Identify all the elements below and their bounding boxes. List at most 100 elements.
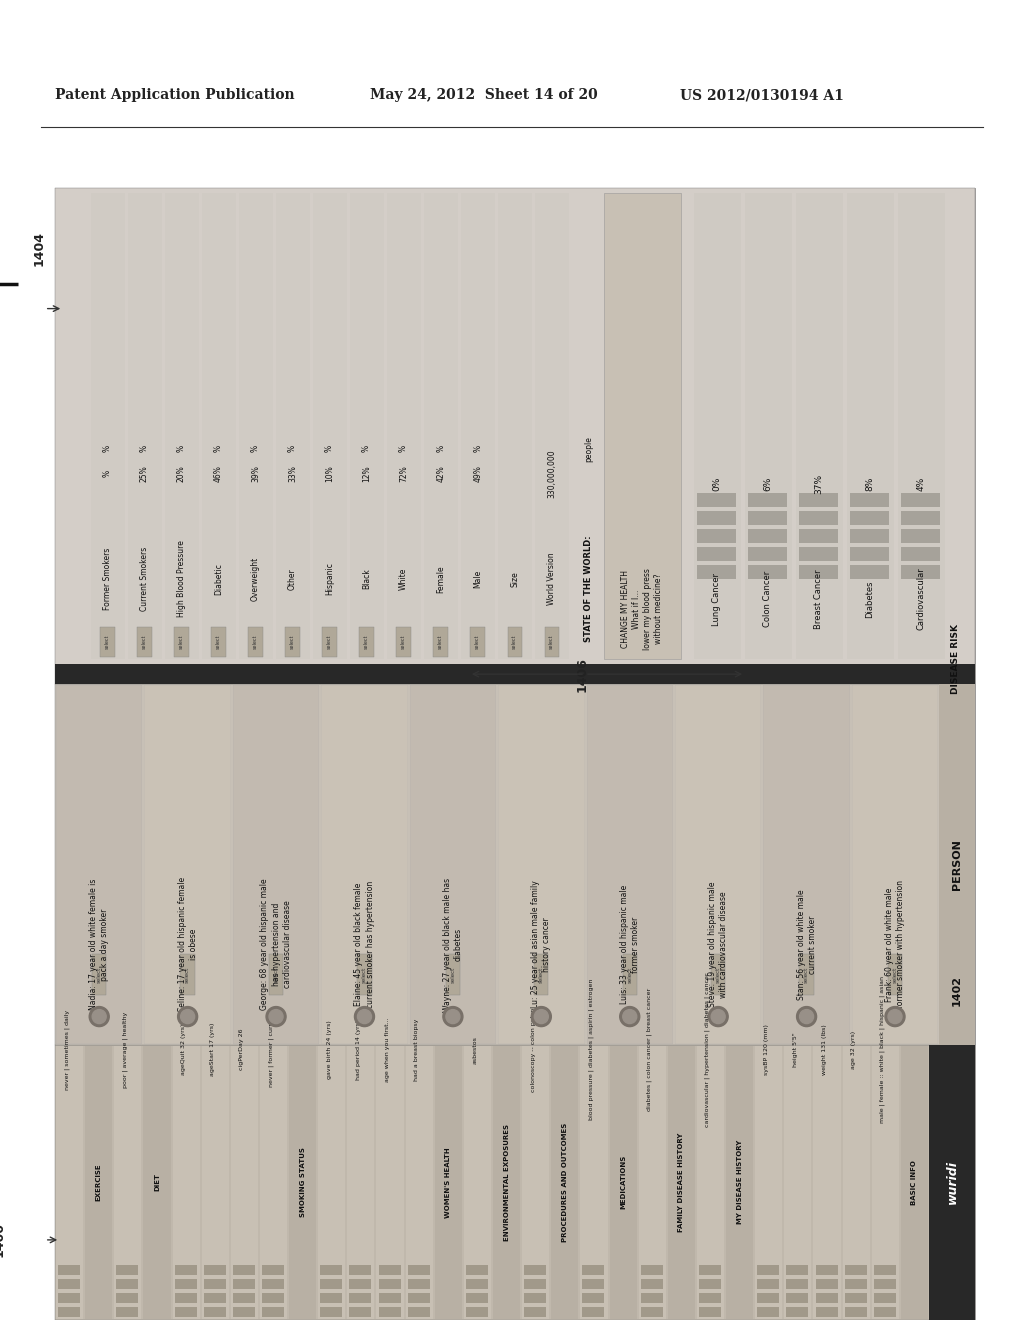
Text: SMOKING STATUS: SMOKING STATUS bbox=[300, 1147, 305, 1217]
FancyBboxPatch shape bbox=[726, 1045, 754, 1319]
FancyBboxPatch shape bbox=[232, 685, 319, 1044]
FancyBboxPatch shape bbox=[461, 194, 496, 659]
FancyBboxPatch shape bbox=[276, 194, 310, 659]
FancyBboxPatch shape bbox=[202, 1045, 228, 1319]
FancyBboxPatch shape bbox=[524, 1294, 546, 1303]
Text: %: % bbox=[325, 445, 334, 453]
Text: select: select bbox=[361, 966, 367, 982]
Text: select: select bbox=[893, 966, 897, 982]
Text: PERSON: PERSON bbox=[952, 840, 963, 890]
Text: BASIC INFO: BASIC INFO bbox=[911, 1160, 918, 1205]
FancyBboxPatch shape bbox=[581, 1045, 607, 1319]
FancyBboxPatch shape bbox=[850, 529, 889, 543]
Text: Female: Female bbox=[436, 565, 445, 593]
FancyBboxPatch shape bbox=[204, 1307, 225, 1317]
FancyBboxPatch shape bbox=[639, 1045, 666, 1319]
Text: %: % bbox=[473, 445, 482, 453]
FancyBboxPatch shape bbox=[815, 1265, 838, 1275]
FancyBboxPatch shape bbox=[323, 627, 337, 657]
FancyBboxPatch shape bbox=[321, 1279, 342, 1288]
FancyBboxPatch shape bbox=[623, 954, 637, 994]
FancyBboxPatch shape bbox=[845, 1265, 866, 1275]
FancyBboxPatch shape bbox=[508, 627, 522, 657]
Text: %: % bbox=[103, 445, 112, 453]
Text: select: select bbox=[365, 635, 369, 649]
FancyBboxPatch shape bbox=[91, 194, 125, 659]
FancyBboxPatch shape bbox=[117, 1294, 138, 1303]
FancyBboxPatch shape bbox=[699, 1279, 721, 1288]
Text: 330,000,000: 330,000,000 bbox=[547, 450, 556, 498]
Text: Size: Size bbox=[510, 572, 519, 587]
Text: DISEASE RISK: DISEASE RISK bbox=[950, 624, 959, 694]
Text: blood pressure | diabetes | aspirin | estrogen: blood pressure | diabetes | aspirin | es… bbox=[589, 979, 594, 1121]
Text: select: select bbox=[549, 635, 554, 649]
Text: select: select bbox=[438, 635, 443, 649]
FancyBboxPatch shape bbox=[232, 1279, 255, 1288]
FancyBboxPatch shape bbox=[289, 1045, 316, 1319]
FancyBboxPatch shape bbox=[609, 1045, 637, 1319]
Text: 72%: 72% bbox=[399, 466, 409, 482]
FancyBboxPatch shape bbox=[408, 1307, 430, 1317]
FancyBboxPatch shape bbox=[901, 492, 940, 507]
Text: Other: Other bbox=[288, 568, 297, 590]
FancyBboxPatch shape bbox=[749, 529, 786, 543]
FancyBboxPatch shape bbox=[175, 1265, 197, 1275]
Circle shape bbox=[709, 1007, 728, 1027]
Text: %: % bbox=[251, 445, 260, 453]
Text: Patent Application Publication: Patent Application Publication bbox=[55, 88, 295, 102]
FancyBboxPatch shape bbox=[175, 1307, 197, 1317]
FancyBboxPatch shape bbox=[379, 1279, 400, 1288]
Text: select: select bbox=[216, 635, 221, 649]
FancyBboxPatch shape bbox=[815, 1279, 838, 1288]
FancyBboxPatch shape bbox=[387, 194, 421, 659]
FancyBboxPatch shape bbox=[901, 529, 940, 543]
Text: %: % bbox=[103, 470, 112, 478]
Text: select: select bbox=[512, 635, 517, 649]
Text: asbestos: asbestos bbox=[472, 1036, 477, 1064]
Text: MY DISEASE HISTORY: MY DISEASE HISTORY bbox=[736, 1140, 742, 1225]
FancyBboxPatch shape bbox=[117, 1307, 138, 1317]
Text: George: 68 year old hispanic male
has hypertension and
cardiovascular disease: George: 68 year old hispanic male has hy… bbox=[260, 879, 292, 1010]
FancyBboxPatch shape bbox=[173, 1045, 200, 1319]
Text: Diabetic: Diabetic bbox=[214, 564, 223, 595]
FancyBboxPatch shape bbox=[758, 1265, 779, 1275]
Text: select: select bbox=[142, 635, 147, 649]
Text: age 32 (yrs): age 32 (yrs) bbox=[851, 1031, 856, 1069]
FancyBboxPatch shape bbox=[850, 492, 889, 507]
FancyBboxPatch shape bbox=[204, 1279, 225, 1288]
FancyBboxPatch shape bbox=[433, 627, 447, 657]
FancyBboxPatch shape bbox=[204, 1294, 225, 1303]
Text: %: % bbox=[140, 445, 148, 453]
FancyBboxPatch shape bbox=[749, 511, 786, 525]
FancyBboxPatch shape bbox=[786, 1279, 808, 1288]
Text: May 24, 2012  Sheet 14 of 20: May 24, 2012 Sheet 14 of 20 bbox=[370, 88, 598, 102]
Circle shape bbox=[357, 1010, 372, 1023]
Text: STATE OF THE WORLD:: STATE OF THE WORLD: bbox=[584, 536, 593, 643]
Circle shape bbox=[266, 1007, 286, 1027]
FancyBboxPatch shape bbox=[211, 627, 225, 657]
FancyBboxPatch shape bbox=[815, 1294, 838, 1303]
FancyBboxPatch shape bbox=[175, 1279, 197, 1288]
FancyBboxPatch shape bbox=[668, 1045, 695, 1319]
Circle shape bbox=[531, 1007, 551, 1027]
FancyBboxPatch shape bbox=[901, 565, 940, 579]
Circle shape bbox=[180, 1010, 195, 1023]
FancyBboxPatch shape bbox=[524, 1279, 546, 1288]
Text: CHANGE MY HEALTH
What if I...
lower my blood press
without medicine?: CHANGE MY HEALTH What if I... lower my b… bbox=[622, 568, 664, 649]
Text: Overweight: Overweight bbox=[251, 557, 260, 601]
FancyBboxPatch shape bbox=[396, 627, 411, 657]
FancyBboxPatch shape bbox=[756, 1045, 782, 1319]
FancyBboxPatch shape bbox=[379, 1265, 400, 1275]
Text: select: select bbox=[539, 966, 544, 982]
FancyBboxPatch shape bbox=[641, 1294, 663, 1303]
FancyBboxPatch shape bbox=[697, 546, 736, 561]
Text: select: select bbox=[327, 635, 332, 649]
FancyBboxPatch shape bbox=[873, 1265, 896, 1275]
Text: %: % bbox=[399, 445, 409, 453]
FancyBboxPatch shape bbox=[143, 1045, 171, 1319]
FancyBboxPatch shape bbox=[551, 1045, 579, 1319]
FancyBboxPatch shape bbox=[697, 529, 736, 543]
Text: 49%: 49% bbox=[473, 466, 482, 482]
FancyBboxPatch shape bbox=[699, 1265, 721, 1275]
FancyBboxPatch shape bbox=[796, 194, 843, 659]
